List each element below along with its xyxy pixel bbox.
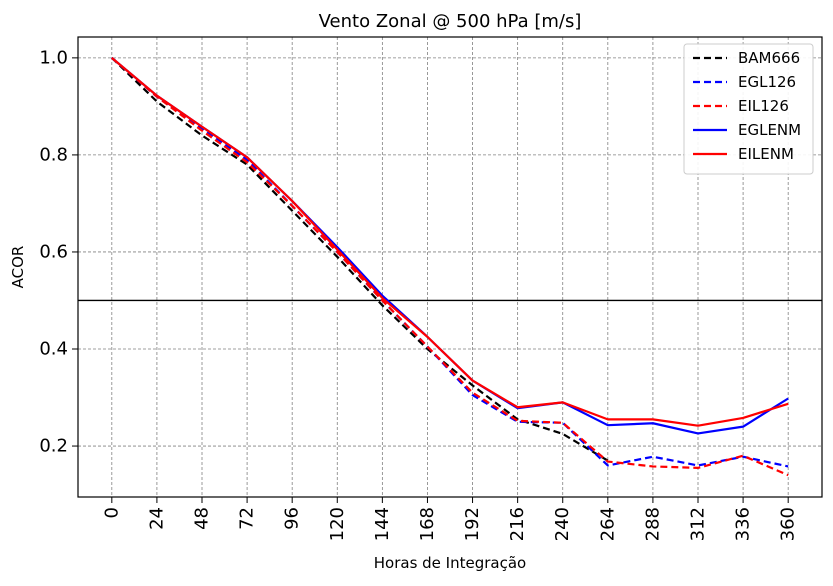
- x-tick-label: 216: [507, 507, 528, 541]
- x-tick-label: 72: [237, 507, 258, 530]
- legend: BAM666 EGL126 EIL126 EGLENM EILENM: [683, 43, 814, 175]
- y-tick-label: 0.4: [39, 339, 68, 360]
- legend-label: BAM666: [738, 49, 800, 67]
- x-tick-label: 240: [552, 507, 573, 541]
- chart-title: Vento Zonal @ 500 hPa [m/s]: [319, 11, 582, 32]
- y-axis-label: ACOR: [9, 246, 27, 289]
- legend-label: EGL126: [738, 73, 796, 91]
- x-tick-label: 360: [778, 507, 799, 541]
- series-line-eilenm: [111, 57, 789, 427]
- y-axis-ticks: 0.2 0.4 0.6 0.8 1.0: [39, 47, 78, 457]
- legend-label: EILENM: [738, 145, 794, 163]
- y-tick-label: 0.8: [39, 144, 68, 165]
- x-tick-label: 312: [688, 507, 709, 541]
- x-tick-label: 192: [462, 507, 483, 541]
- x-axis-ticks: 0 24 48 72 96 120 144 168 192 216 240 264 288 312 336 3…: [101, 497, 799, 541]
- x-tick-label: 336: [733, 507, 754, 541]
- x-tick-label: 168: [417, 507, 438, 541]
- x-tick-label: 144: [372, 507, 393, 541]
- series-lines: [111, 57, 789, 477]
- x-tick-label: 48: [192, 507, 213, 530]
- legend-label: EIL126: [738, 97, 789, 115]
- x-tick-label: 0: [101, 507, 122, 518]
- x-tick-label: 96: [282, 507, 303, 530]
- x-axis-label: Horas de Integração: [374, 554, 526, 572]
- plot-frame: [77, 36, 823, 498]
- x-tick-label: 264: [597, 507, 618, 541]
- legend-label: EGLENM: [738, 121, 801, 139]
- x-tick-label: 288: [642, 507, 663, 541]
- y-tick-label: 0.2: [39, 436, 68, 457]
- x-tick-label: 120: [327, 507, 348, 541]
- series-line-eil126: [111, 57, 789, 477]
- y-tick-label: 1.0: [39, 47, 68, 68]
- y-tick-label: 0.6: [39, 241, 68, 262]
- x-tick-label: 24: [146, 507, 167, 530]
- legend-box: [683, 43, 814, 175]
